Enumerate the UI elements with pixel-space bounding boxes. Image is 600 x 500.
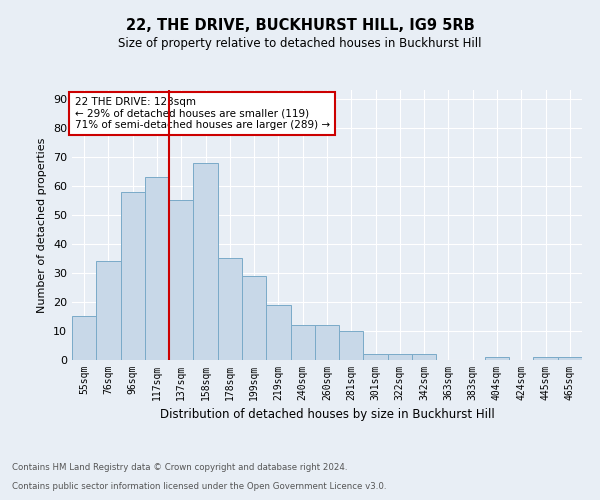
Bar (121, 192, 145, 360)
Bar (412, 354, 436, 360)
Y-axis label: Number of detached properties: Number of detached properties (37, 138, 47, 312)
Bar (218, 258, 242, 360)
Bar (169, 200, 193, 360)
Bar (72, 316, 96, 360)
Bar (558, 357, 582, 360)
Bar (96, 262, 121, 360)
Bar (339, 331, 364, 360)
Text: 22 THE DRIVE: 123sqm
← 29% of detached houses are smaller (119)
71% of semi-deta: 22 THE DRIVE: 123sqm ← 29% of detached h… (74, 97, 329, 130)
Text: Contains public sector information licensed under the Open Government Licence v3: Contains public sector information licen… (12, 482, 386, 491)
Bar (242, 276, 266, 360)
Text: Size of property relative to detached houses in Buckhurst Hill: Size of property relative to detached ho… (118, 38, 482, 51)
Bar (533, 357, 558, 360)
X-axis label: Distribution of detached houses by size in Buckhurst Hill: Distribution of detached houses by size … (160, 408, 494, 422)
Bar (290, 325, 315, 360)
Text: 22, THE DRIVE, BUCKHURST HILL, IG9 5RB: 22, THE DRIVE, BUCKHURST HILL, IG9 5RB (125, 18, 475, 32)
Text: Contains HM Land Registry data © Crown copyright and database right 2024.: Contains HM Land Registry data © Crown c… (12, 464, 347, 472)
Bar (364, 354, 388, 360)
Bar (485, 357, 509, 360)
Bar (145, 177, 169, 360)
Bar (193, 162, 218, 360)
Bar (266, 305, 290, 360)
Bar (315, 325, 339, 360)
Bar (388, 354, 412, 360)
